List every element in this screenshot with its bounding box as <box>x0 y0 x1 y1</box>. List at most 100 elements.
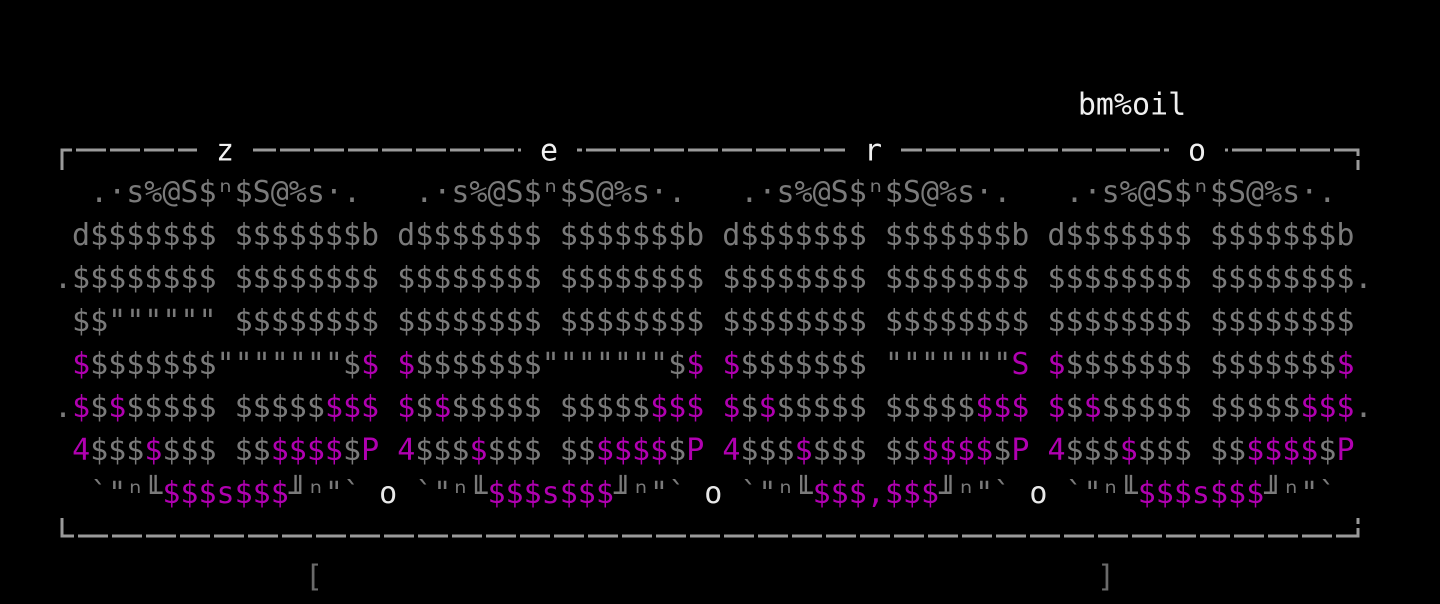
label-gap <box>197 138 253 162</box>
art-segment: $$$ <box>740 433 794 468</box>
frame-top <box>60 148 1360 170</box>
art-segment: $ <box>740 390 758 425</box>
art-segment: $$$ $$ <box>813 433 921 468</box>
ascii-art: .·s%@S$ⁿ$S@%s·. .·s%@S$ⁿ$S@%s·. .·s%@S$ⁿ… <box>54 175 1373 511</box>
art-segment: $$$$$ $$$$$ <box>777 390 976 425</box>
art-segment: $$$$ <box>1246 433 1318 468</box>
art-segment: $ <box>72 390 90 425</box>
bracket: [ <box>305 560 323 595</box>
art-segment: $$$$$$$"""""""$ <box>90 347 361 382</box>
art-row: `"ⁿ╙$$$s$$$╜ⁿ"` o `"ⁿ╙$$$s$$$╜ⁿ"` o `"ⁿ╙… <box>54 474 1355 511</box>
art-segment: ╜ⁿ"` <box>613 474 704 511</box>
art-segment: $$$ $$ <box>1138 433 1246 468</box>
art-segment <box>704 390 722 425</box>
art-segment: .·s%@S$ⁿ$S@%s·. .·s%@S$ⁿ$S@%s·. .·s%@S$ⁿ… <box>54 175 1354 210</box>
art-segment: P <box>1336 433 1354 468</box>
art-segment: $$$s$$$ <box>1138 476 1264 511</box>
art-segment: $ <box>433 390 451 425</box>
art-segment: $ <box>108 390 126 425</box>
art-row: $$"""""" $$$$$$$$ $$$$$$$$ $$$$$$$$ $$$$… <box>54 304 1354 339</box>
art-row: .$$$$$$$$ $$$$$$$$ $$$$$$$$ $$$$$$$$ $$$… <box>54 261 1373 296</box>
art-segment: $$$ $$ <box>488 433 596 468</box>
art-segment: $ <box>722 347 740 382</box>
art-segment: $$$s$$$ <box>488 476 614 511</box>
art-segment: S <box>1011 347 1029 382</box>
art-segment: $$$ <box>650 390 704 425</box>
art-segment: o <box>704 476 722 511</box>
art-segment: $ <box>1066 390 1084 425</box>
art-segment <box>704 347 722 382</box>
art-segment: $$$$ <box>596 433 668 468</box>
art-segment: $$$ $$ <box>162 433 270 468</box>
art-segment: $$$$$$$ $$$$$$$ <box>1066 347 1337 382</box>
art-row: d$$$$$$$ $$$$$$$b d$$$$$$$ $$$$$$$b d$$$… <box>54 218 1354 253</box>
art-segment: $ <box>397 390 415 425</box>
art-segment: $ <box>758 390 776 425</box>
art-segment: $$$$ <box>271 433 343 468</box>
art-segment: `"ⁿ╙ <box>1047 474 1138 511</box>
frame-label: e <box>540 134 558 169</box>
art-segment: $ <box>1084 390 1102 425</box>
art-segment: . <box>1355 390 1373 425</box>
label-gap <box>1169 138 1225 162</box>
art-segment <box>1029 390 1047 425</box>
art-segment: 4 <box>722 433 740 468</box>
art-segment: ╜ⁿ"` <box>1263 474 1354 511</box>
art-segment: $$$,$$$ <box>813 476 939 511</box>
art-segment: $$$$$ $$$$$ <box>126 390 325 425</box>
art-segment <box>54 347 72 382</box>
frame-bottom <box>60 518 1360 538</box>
art-segment: P <box>361 433 379 468</box>
frame-label: o <box>1188 134 1206 169</box>
art-segment: $ <box>993 433 1011 468</box>
art-segment: $ <box>1047 390 1065 425</box>
art-segment: `"ⁿ╙ <box>397 474 488 511</box>
art-segment: $$$$$$$ """"""" <box>740 347 1011 382</box>
art-segment: $$$ <box>415 433 469 468</box>
art-segment: $ <box>795 433 813 468</box>
art-segment: P <box>1011 433 1029 468</box>
art-segment: $ <box>469 433 487 468</box>
art-segment <box>379 433 397 468</box>
art-segment: $$$$ <box>921 433 993 468</box>
art-segment: o <box>1029 476 1047 511</box>
art-segment: `"ⁿ╙ <box>54 474 163 511</box>
art-segment: $ <box>397 347 415 382</box>
art-segment <box>704 433 722 468</box>
art-segment: d$$$$$$$ $$$$$$$b d$$$$$$$ $$$$$$$b d$$$… <box>54 218 1354 253</box>
art-segment: . <box>54 390 72 425</box>
art-segment: $ <box>415 390 433 425</box>
art-segment: $ <box>144 433 162 468</box>
art-segment: .$$$$$$$$ $$$$$$$$ $$$$$$$$ $$$$$$$$ $$$… <box>54 261 1373 296</box>
art-segment: $$$$$ $$$$$ <box>1102 390 1301 425</box>
art-segment: $ <box>668 433 686 468</box>
art-segment: 4 <box>1047 433 1065 468</box>
art-row: .·s%@S$ⁿ$S@%s·. .·s%@S$ⁿ$S@%s·. .·s%@S$ⁿ… <box>54 175 1354 210</box>
art-segment: `"ⁿ╙ <box>722 474 813 511</box>
art-row: $$$$$$$$"""""""$$ $$$$$$$$"""""""$$ $$$$… <box>54 347 1355 382</box>
art-segment: $$$ <box>1066 433 1120 468</box>
art-segment <box>1029 347 1047 382</box>
art-segment: o <box>379 476 397 511</box>
art-segment: 4 <box>397 433 415 468</box>
art-segment: $$$$$$$"""""""$ <box>415 347 686 382</box>
art-segment: $ <box>1120 433 1138 468</box>
art-segment: ╜ⁿ"` <box>288 474 379 511</box>
label-gap <box>521 138 577 162</box>
art-segment: $$"""""" $$$$$$$$ $$$$$$$$ $$$$$$$$ $$$$… <box>54 304 1354 339</box>
art-segment: $ <box>72 347 90 382</box>
art-segment: $ <box>722 390 740 425</box>
art-segment: $ <box>343 433 361 468</box>
art-segment: $ <box>686 347 704 382</box>
art-segment: $$$ <box>1300 390 1354 425</box>
art-segment: $ <box>90 390 108 425</box>
art-segment: $$$$$ $$$$$ <box>451 390 650 425</box>
frame-label: z <box>216 134 234 169</box>
bracket: ] <box>1097 560 1115 595</box>
art-row: 4$$$$$$$ $$$$$$$P 4$$$$$$$ $$$$$$$P 4$$$… <box>54 433 1355 468</box>
art-segment: 4 <box>72 433 90 468</box>
